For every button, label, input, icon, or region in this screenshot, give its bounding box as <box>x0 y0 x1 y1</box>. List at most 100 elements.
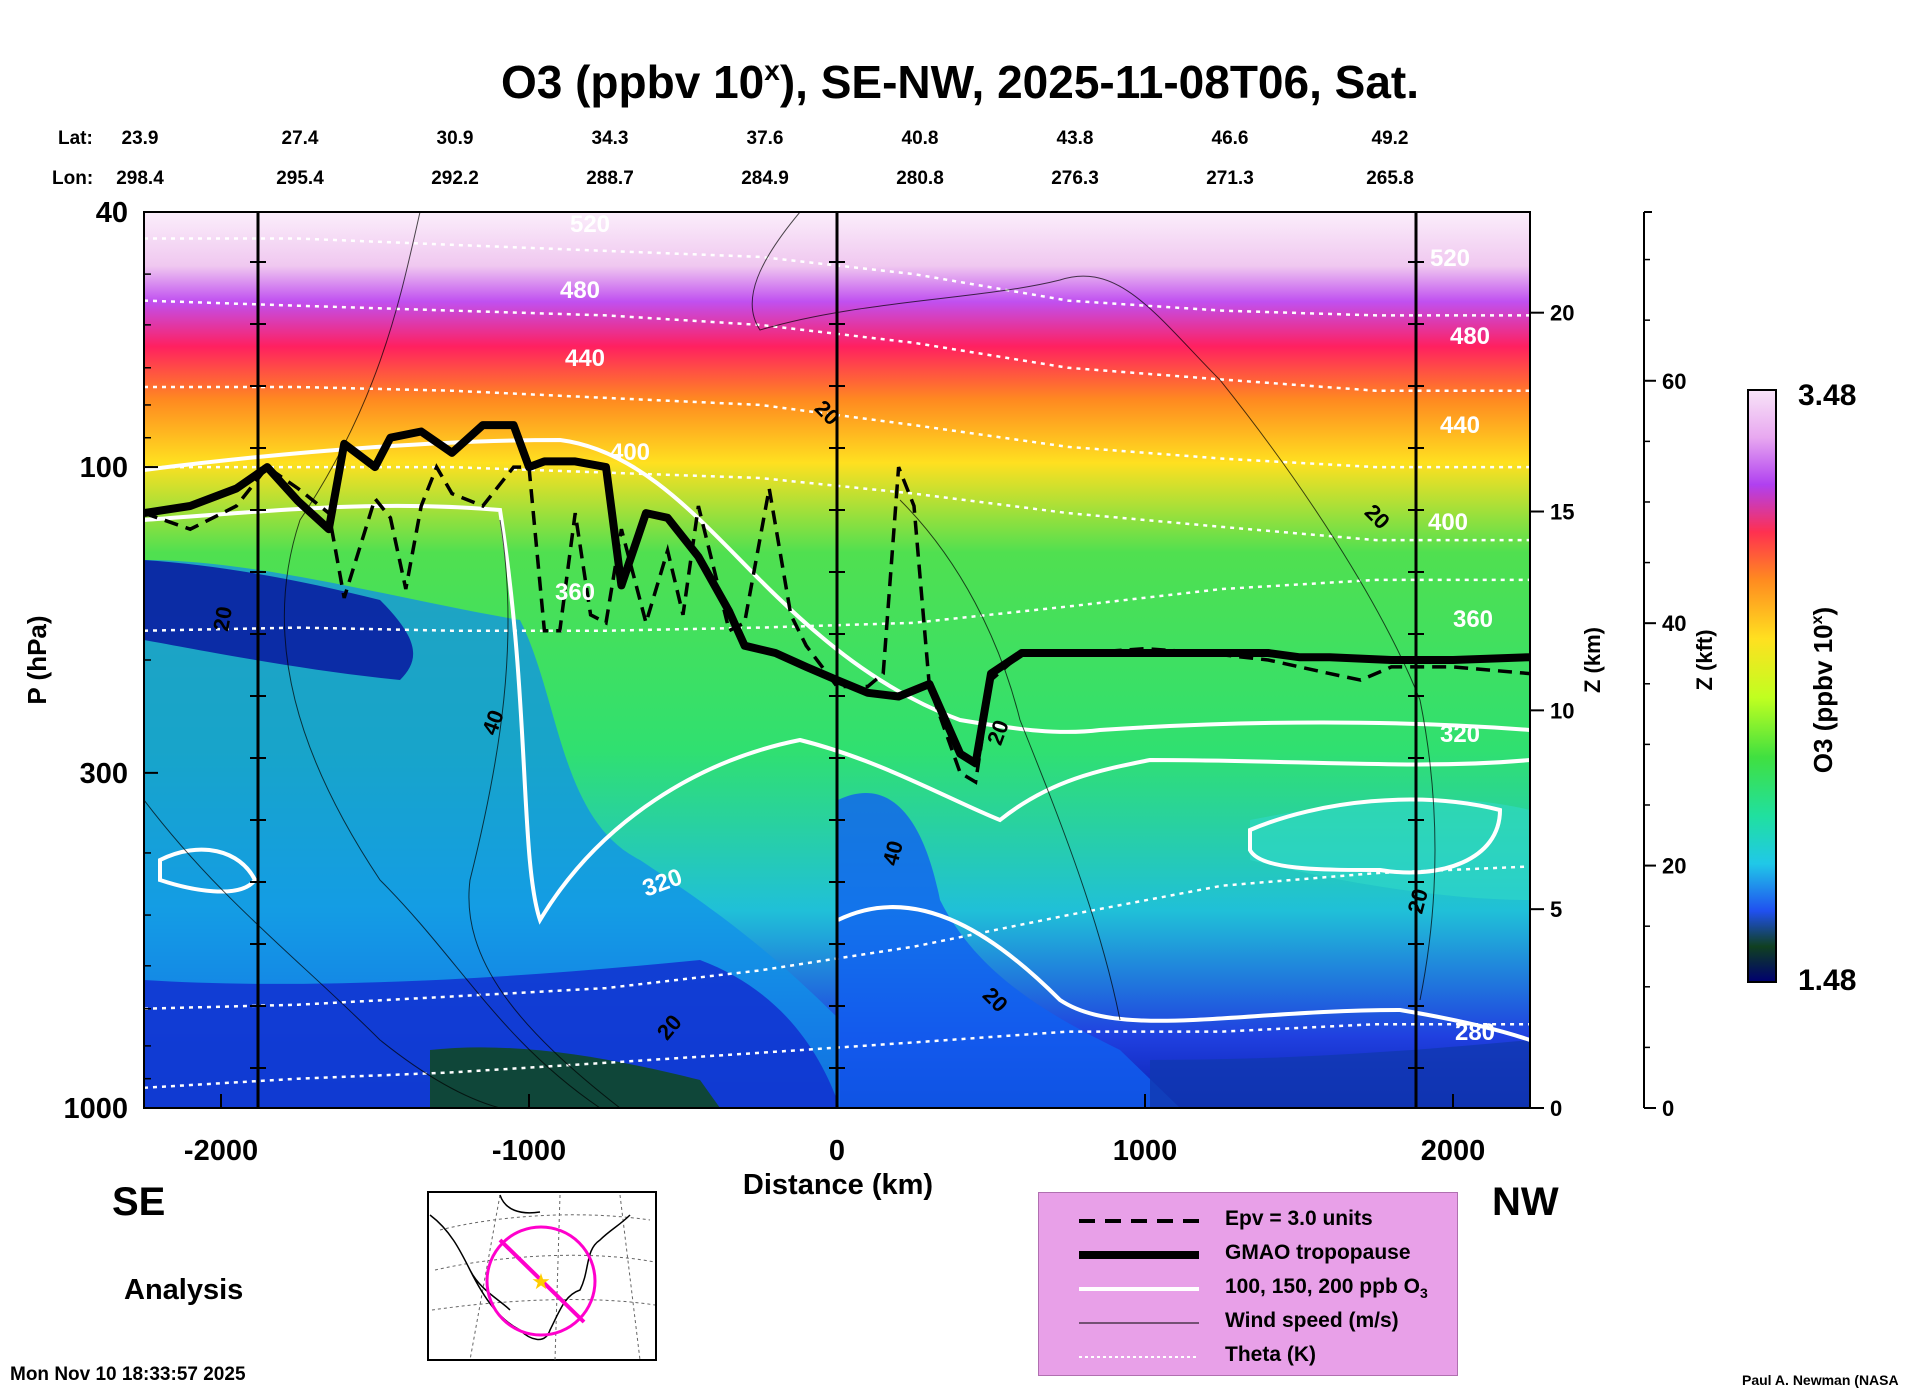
legend-o3-sub: 3 <box>1419 1285 1428 1302</box>
z-kft-tick-label: 20 <box>1662 854 1686 879</box>
o3-dark-band-nw <box>1150 1040 1530 1108</box>
y-axis-z-km: 0 5 10 15 20 <box>1529 212 1574 1121</box>
inset-map: ★ <box>427 1191 657 1361</box>
lat-value: 23.9 <box>122 128 159 149</box>
z-km-tick-label: 15 <box>1550 500 1574 525</box>
analysis-label: Analysis <box>124 1274 244 1306</box>
inset-map-section-path <box>498 1238 586 1324</box>
z-km-tick-label: 0 <box>1550 1096 1562 1121</box>
o3-boundary-layer-dark <box>430 1047 720 1108</box>
theta-label-400-nw: 400 <box>1428 509 1468 536</box>
lon-value: 284.9 <box>741 168 789 189</box>
y-tick-label: 300 <box>80 758 128 790</box>
inset-map-center-star: ★ <box>531 1269 551 1294</box>
y-tick-label: 1000 <box>63 1093 128 1125</box>
z-kft-tick-label: 0 <box>1662 1096 1674 1121</box>
y-tick-label: 40 <box>96 197 128 229</box>
o3-contour-loop-nw <box>1248 797 1503 875</box>
theta-label-320-nw: 320 <box>1440 721 1480 748</box>
z-kft-axis-label: Z (kft) <box>1692 629 1717 690</box>
legend-row-tropopause: GMAO tropopause <box>1039 1239 1457 1269</box>
lat-value: 46.6 <box>1212 128 1249 149</box>
colorbar-min-label: 1.48 <box>1798 964 1856 997</box>
theta-label-400: 400 <box>610 439 650 466</box>
lat-label: Lat: <box>58 128 93 149</box>
direction-se-label: SE <box>112 1180 166 1224</box>
legend-o3-label: 100, 150, 200 ppb O3 <box>1225 1275 1428 1301</box>
colorbar-max-label: 3.48 <box>1798 379 1856 412</box>
x-tick-label: 0 <box>829 1135 845 1167</box>
legend-row-wind: Wind speed (m/s) <box>1039 1307 1457 1337</box>
legend: Epv = 3.0 units GMAO tropopause 100, 150… <box>1038 1192 1458 1376</box>
z-km-tick-label: 20 <box>1550 301 1574 326</box>
x-tick-label: -1000 <box>492 1135 566 1167</box>
o3-low-region-nw <box>838 793 1180 1108</box>
z-km-tick-label: 5 <box>1550 897 1562 922</box>
legend-o3-prefix: 100, 150, 200 ppb O <box>1225 1275 1420 1298</box>
colorbar-label: O3 (ppbv 10x) <box>1808 607 1838 773</box>
x-axis-label: Distance (km) <box>743 1169 933 1201</box>
direction-nw-label: NW <box>1492 1180 1559 1224</box>
o3-contour-loop-se <box>158 847 258 894</box>
chart-title: O3 (ppbv 10x), SE-NW, 2025-11-08T06, Sat… <box>501 55 1419 108</box>
lat-value: 40.8 <box>902 128 939 149</box>
lon-value: 280.8 <box>896 168 944 189</box>
legend-wind-label: Wind speed (m/s) <box>1225 1309 1399 1332</box>
theta-label-360: 360 <box>555 579 595 606</box>
section-line-ticks <box>250 261 1424 1069</box>
x-tick-label: 2000 <box>1421 1135 1486 1167</box>
z-kft-tick-label: 40 <box>1662 611 1686 636</box>
inset-map-graticule <box>431 1194 656 1361</box>
wind-contour-20-c <box>899 499 1121 1021</box>
x-tick-label: 1000 <box>1113 1135 1178 1167</box>
lat-value: 27.4 <box>282 128 319 149</box>
wind-contour-20-d <box>144 799 501 1108</box>
o3-contour-200ppb <box>837 905 1530 1042</box>
theta-label-280-nw: 280 <box>1455 1019 1495 1046</box>
lat-value: 49.2 <box>1372 128 1409 149</box>
lat-value: 43.8 <box>1057 128 1094 149</box>
y-tick-label: 100 <box>80 452 128 484</box>
theta-label-360-nw: 360 <box>1453 606 1493 633</box>
legend-epv-label: Epv = 3.0 units <box>1225 1207 1373 1230</box>
lon-value: 265.8 <box>1366 168 1414 189</box>
lon-value: 292.2 <box>431 168 479 189</box>
lat-value: 34.3 <box>592 128 629 149</box>
z-km-axis-label: Z (km) <box>1580 627 1605 693</box>
inset-map-frame <box>427 1191 657 1361</box>
theta-label-520: 520 <box>570 211 610 238</box>
y-axis-pressure: 40 100 300 1000 <box>63 197 158 1125</box>
o3-contour-150ppb <box>144 503 1530 925</box>
theta-label-440-nw: 440 <box>1440 412 1480 439</box>
footer-credit: Paul A. Newman (NASA <box>1742 1372 1899 1388</box>
lon-label: Lon: <box>52 168 93 189</box>
colorbar <box>1747 389 1777 983</box>
footer-timestamp: Mon Nov 10 18:33:57 2025 <box>10 1364 246 1385</box>
theta-label-480: 480 <box>560 277 600 304</box>
legend-row-theta: Theta (K) <box>1039 1341 1457 1371</box>
x-tick-label: -2000 <box>184 1135 258 1167</box>
y-axis-z-kft: 0 20 40 60 <box>1643 211 1686 1121</box>
tropopause-line <box>144 421 1530 768</box>
lon-value: 276.3 <box>1051 168 1099 189</box>
wind-label-20-se: 20 <box>208 604 237 632</box>
lon-value: 295.4 <box>276 168 324 189</box>
wind-contour-20-b <box>751 212 1436 1001</box>
lat-value: 37.6 <box>747 128 784 149</box>
inset-map-range-circle <box>485 1225 597 1337</box>
lat-value: 30.9 <box>437 128 474 149</box>
wind-contour-40 <box>468 519 621 1108</box>
wind-contour-20-a <box>283 212 601 1108</box>
theta-label-440: 440 <box>565 345 605 372</box>
o3-lowest-region-se <box>144 960 840 1108</box>
section-lines <box>256 212 1418 1108</box>
legend-tropopause-label: GMAO tropopause <box>1225 1241 1411 1264</box>
lat-lon-header: 23.9 27.4 30.9 34.3 37.6 40.8 43.8 46.6 49.2 298.… <box>116 128 1414 189</box>
y-axis-label: P (hPa) <box>22 615 52 704</box>
lon-value: 288.7 <box>586 168 634 189</box>
inset-map-coastline <box>429 1194 631 1341</box>
z-kft-tick-label: 60 <box>1662 369 1686 394</box>
lon-value: 298.4 <box>116 168 164 189</box>
lon-value: 271.3 <box>1206 168 1254 189</box>
legend-row-o3: 100, 150, 200 ppb O3 <box>1039 1273 1457 1303</box>
